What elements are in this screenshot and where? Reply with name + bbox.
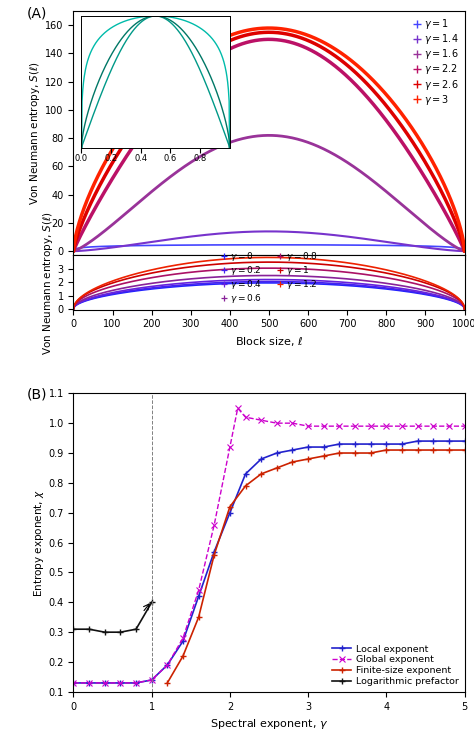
Local exponent <box>290 445 295 454</box>
Finite-size exponent <box>290 457 295 466</box>
Logarithmic prefactor <box>71 625 76 633</box>
Global exponent <box>430 422 436 431</box>
Finite-size exponent <box>368 448 374 457</box>
Global exponent <box>462 422 467 431</box>
Y-axis label: Von Neumann entropy, $S(\ell)$: Von Neumann entropy, $S(\ell)$ <box>41 211 55 354</box>
Local exponent <box>71 679 76 687</box>
Global exponent <box>149 676 155 684</box>
Global exponent <box>118 679 123 687</box>
Global exponent <box>227 443 233 451</box>
Global exponent <box>368 422 374 431</box>
Global exponent <box>274 419 280 428</box>
Local exponent <box>149 676 155 684</box>
Finite-size exponent <box>274 463 280 472</box>
Global exponent <box>305 422 311 431</box>
Global exponent <box>211 520 217 529</box>
Local exponent <box>243 469 248 478</box>
Local exponent <box>258 454 264 463</box>
Line: Logarithmic prefactor: Logarithmic prefactor <box>71 599 155 635</box>
Finite-size exponent <box>352 448 358 457</box>
Local exponent <box>352 440 358 448</box>
Finite-size exponent <box>383 445 389 454</box>
Local exponent <box>274 448 280 457</box>
Global exponent <box>102 679 108 687</box>
Local exponent <box>368 440 374 448</box>
Local exponent <box>462 437 467 445</box>
Global exponent <box>243 413 248 422</box>
Y-axis label: Von Neumann entropy, $S(\ell)$: Von Neumann entropy, $S(\ell)$ <box>28 61 43 205</box>
Logarithmic prefactor <box>86 625 92 633</box>
Finite-size exponent <box>399 445 405 454</box>
Global exponent <box>164 661 170 670</box>
Finite-size exponent <box>180 652 186 661</box>
Global exponent <box>352 422 358 431</box>
Legend: Local exponent, Global exponent, Finite-size exponent, Logarithmic prefactor: Local exponent, Global exponent, Finite-… <box>331 644 460 687</box>
Global exponent <box>133 679 139 687</box>
Local exponent <box>446 437 452 445</box>
Global exponent <box>337 422 342 431</box>
Global exponent <box>196 586 201 595</box>
Legend: $\gamma = 1$, $\gamma = 1.4$, $\gamma = 1.6$, $\gamma = 2.2$, $\gamma = 2.6$, $\: $\gamma = 1$, $\gamma = 1.4$, $\gamma = … <box>412 16 460 108</box>
Line: Finite-size exponent: Finite-size exponent <box>164 447 467 686</box>
Finite-size exponent <box>243 482 248 491</box>
Local exponent <box>164 661 170 670</box>
Finite-size exponent <box>164 679 170 687</box>
Local exponent <box>430 437 436 445</box>
Global exponent <box>71 679 76 687</box>
Global exponent <box>399 422 405 431</box>
Finite-size exponent <box>227 502 233 511</box>
Local exponent <box>399 440 405 448</box>
Local exponent <box>211 547 217 556</box>
Logarithmic prefactor <box>118 628 123 636</box>
Local exponent <box>227 508 233 517</box>
Local exponent <box>305 443 311 451</box>
Global exponent <box>321 422 327 431</box>
Finite-size exponent <box>321 451 327 460</box>
Finite-size exponent <box>337 448 342 457</box>
Text: (A): (A) <box>27 6 47 20</box>
Finite-size exponent <box>446 445 452 454</box>
Finite-size exponent <box>258 469 264 478</box>
Local exponent <box>196 592 201 601</box>
Finite-size exponent <box>430 445 436 454</box>
Global exponent <box>415 422 420 431</box>
Global exponent <box>180 633 186 642</box>
Logarithmic prefactor <box>102 628 108 636</box>
Finite-size exponent <box>305 454 311 463</box>
Finite-size exponent <box>196 613 201 622</box>
X-axis label: Spectral exponent, $\gamma$: Spectral exponent, $\gamma$ <box>210 717 328 731</box>
Local exponent <box>86 679 92 687</box>
Local exponent <box>180 636 186 645</box>
Legend: $\gamma = 0$, $\gamma = 0.2$, $\gamma = 0.4$, $\gamma = 0.6$, $\gamma = 0.8$, $\: $\gamma = 0$, $\gamma = 0.2$, $\gamma = … <box>219 249 319 306</box>
Logarithmic prefactor <box>133 625 139 633</box>
Local exponent <box>337 440 342 448</box>
Text: (B): (B) <box>27 387 47 401</box>
Line: Local exponent: Local exponent <box>71 438 467 686</box>
Local exponent <box>321 443 327 451</box>
Local exponent <box>415 437 420 445</box>
Global exponent <box>235 404 240 413</box>
Global exponent <box>290 419 295 428</box>
Local exponent <box>383 440 389 448</box>
Global exponent <box>446 422 452 431</box>
Global exponent <box>258 416 264 425</box>
Finite-size exponent <box>211 550 217 559</box>
Finite-size exponent <box>415 445 420 454</box>
Y-axis label: Entropy exponent, $\chi$: Entropy exponent, $\chi$ <box>32 488 46 596</box>
Logarithmic prefactor <box>149 598 155 607</box>
Finite-size exponent <box>462 445 467 454</box>
Local exponent <box>133 679 139 687</box>
X-axis label: Block size, $\ell$: Block size, $\ell$ <box>235 335 303 348</box>
Line: Global exponent: Global exponent <box>71 406 467 686</box>
Global exponent <box>383 422 389 431</box>
Local exponent <box>102 679 108 687</box>
Global exponent <box>86 679 92 687</box>
Local exponent <box>118 679 123 687</box>
